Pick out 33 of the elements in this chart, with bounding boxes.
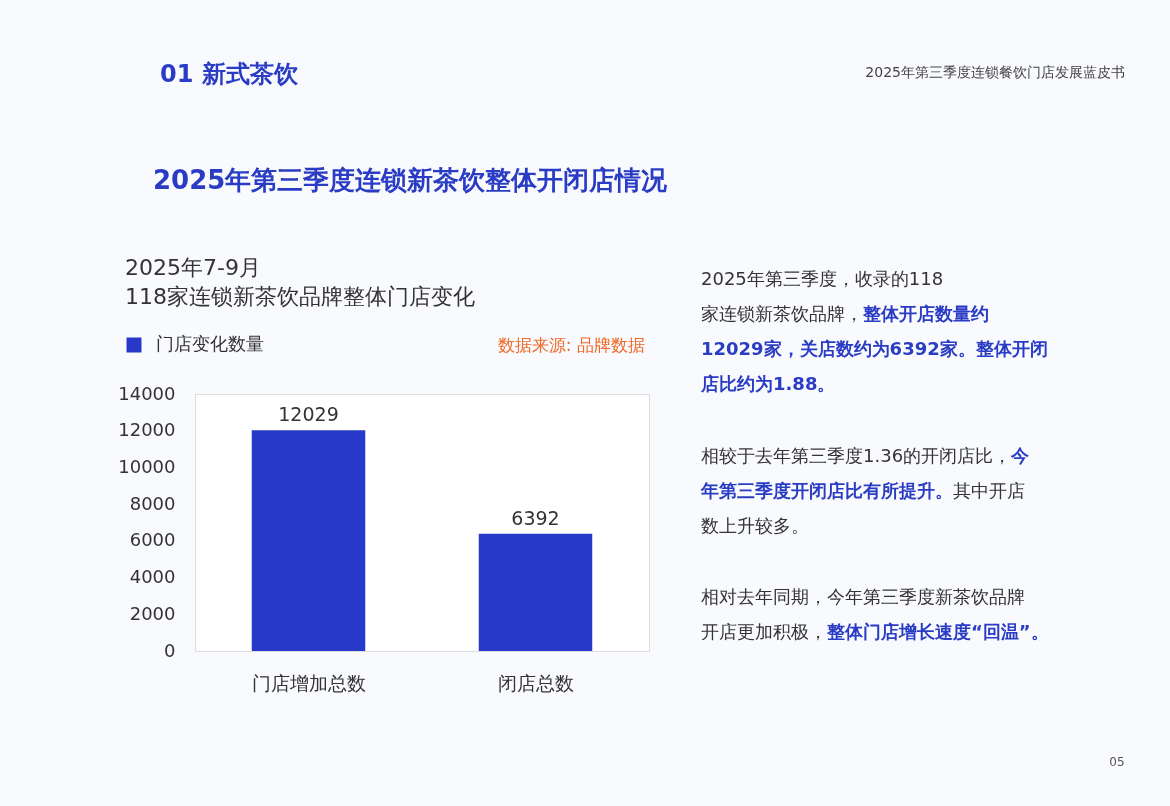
text: 2025年第三季度，收录的118 [701,268,944,289]
text: 整体门店增长速度“回温”。 [826,621,1049,642]
data-label: 12029 [278,403,339,426]
y-tick-label: 4000 [129,566,176,588]
data-label: 6392 [511,506,560,529]
text: 开店更加积极， [701,621,827,642]
y-tick-label: 12000 [118,419,176,441]
text: 2025年第三季度连锁新茶饮整体开闭店情况 [153,165,669,195]
y-tick-label: 2000 [129,602,176,624]
chart-title: 2025年7-9月 [125,255,261,280]
y-tick-label: 6000 [129,529,176,551]
source-note: 数据来源: 品牌数据 [497,335,645,355]
text: 2025年第三季度连锁餐饮门店发展蓝皮书 [865,64,1125,80]
text: 相较于去年第三季度1.36的开闭店比， [701,445,1012,466]
y-tick-label: 14000 [118,382,176,404]
x-tick-label: 闭店总数 [497,671,574,694]
text: 01 新式茶饮 [160,60,299,88]
text: 其中开店 [953,480,1025,501]
text: 相对去年同期，今年第三季度新茶饮品牌 [701,586,1025,607]
y-tick-label: 0 [164,639,176,661]
text: 12029家，关店数约为6392家。整体开闭 [701,338,1048,359]
chart-subtitle: 118家连锁新茶饮品牌整体门店变化 [125,284,475,309]
text: 05 [1109,755,1125,769]
text: 今 [1010,445,1031,466]
y-tick-label: 10000 [118,455,176,477]
text: 店比约为1.88。 [700,373,836,394]
legend-label: 门店变化数量 [156,333,264,354]
text: 整体开店数量约 [862,303,989,324]
x-tick-label: 门店增加总数 [251,671,366,694]
text: 家连锁新茶饮品牌， [701,303,863,324]
text: 年第三季度开闭店比有所提升。 [700,480,953,501]
y-tick-label: 8000 [129,492,176,514]
text: 数上升较多。 [701,515,809,536]
